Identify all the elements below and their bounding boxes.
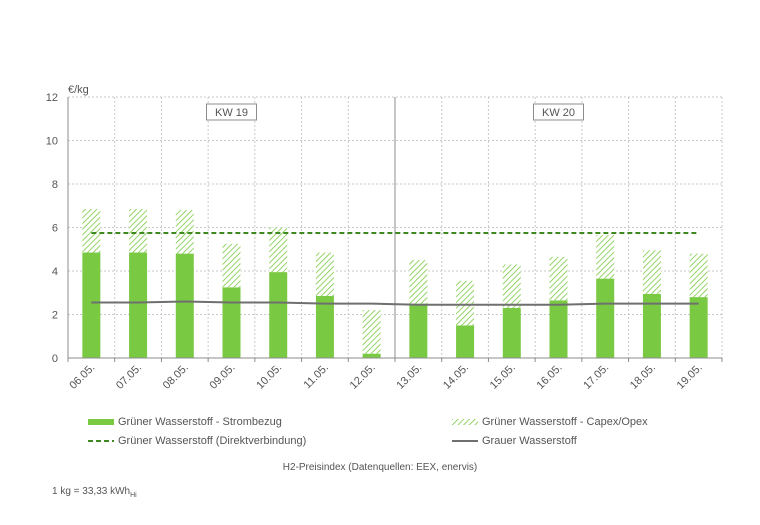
bar-strombezug — [362, 353, 381, 358]
bar-capex-opex — [362, 310, 381, 354]
bar-capex-opex — [502, 264, 521, 308]
week-label: KW 20 — [542, 107, 575, 119]
legend-swatch-direktverbindung — [88, 440, 114, 442]
bar-capex-opex — [689, 253, 708, 298]
bar-capex-opex — [269, 227, 288, 273]
legend-swatch-strombezug — [88, 419, 114, 425]
bar-capex-opex — [549, 256, 568, 301]
chart-caption: H2-Preisindex (Datenquellen: EEX, enervi… — [282, 462, 478, 473]
legend-swatch-grauer-wasserstoff — [452, 440, 478, 442]
bars — [82, 209, 708, 358]
x-tick-label: 07.05. — [114, 362, 144, 392]
bar-capex-opex — [315, 252, 334, 297]
footnote-main: 1 kg = 33,33 kWh — [52, 486, 131, 497]
x-tick-label: 19.05. — [675, 362, 705, 392]
bar-capex-opex — [129, 209, 148, 253]
bar-strombezug — [689, 297, 708, 358]
bar-strombezug — [222, 287, 241, 358]
bar-strombezug — [409, 303, 428, 358]
x-tick-label: 09.05. — [208, 362, 238, 392]
bar-capex-opex — [222, 243, 241, 288]
y-tick-label: 12 — [46, 92, 58, 104]
bar-capex-opex — [409, 260, 428, 304]
y-tick-label: 6 — [52, 223, 58, 235]
bar-strombezug — [502, 307, 521, 358]
bar-strombezug — [456, 325, 475, 358]
x-tick-label: 14.05. — [441, 362, 471, 392]
footnote: 1 kg = 33,33 kWhHi — [52, 486, 137, 499]
legend-swatch-capex-opex — [452, 419, 478, 425]
bar-capex-opex — [456, 280, 475, 326]
y-tick-label: 2 — [52, 310, 58, 322]
bar-strombezug — [596, 278, 615, 358]
x-tick-label: 17.05. — [581, 362, 611, 392]
bar-strombezug — [315, 296, 334, 358]
bar-capex-opex — [596, 235, 615, 279]
x-tick-label: 15.05. — [488, 362, 518, 392]
week-label: KW 19 — [215, 107, 248, 119]
bar-strombezug — [129, 252, 148, 358]
legend-item-direktverbindung: Grüner Wasserstoff (Direktverbindung) — [88, 435, 306, 447]
x-tick-label: 13.05. — [394, 362, 424, 392]
y-tick-label: 10 — [46, 136, 58, 148]
x-tick-label: 10.05. — [254, 362, 284, 392]
bar-strombezug — [549, 300, 568, 358]
bar-strombezug — [82, 252, 101, 358]
bar-strombezug — [269, 272, 288, 358]
line-grauer-wasserstoff — [91, 300, 699, 306]
bar-strombezug — [175, 253, 194, 358]
bar-capex-opex — [642, 250, 661, 294]
grid-lines — [68, 96, 723, 358]
x-tick-label: 08.05. — [161, 362, 191, 392]
legend-label-capex-opex: Grüner Wasserstoff - Capex/Opex — [482, 416, 648, 428]
axes: 0 2 4 6 8 10 12 KW 19 KW 20 06.05. 07.05. 08.05. 09.… — [46, 92, 723, 392]
y-tick-label: 4 — [52, 266, 58, 278]
series-lines — [91, 231, 699, 306]
week-label-box — [533, 103, 584, 121]
legend-item-strombezug: Grüner Wasserstoff - Strombezug — [88, 416, 282, 428]
x-tick-label: 11.05. — [302, 362, 332, 392]
bar-capex-opex — [175, 210, 194, 254]
week-label-box — [206, 103, 257, 121]
chart-svg: 0 2 4 6 8 10 12 KW 19 KW 20 06.05. 07.05. 08.05. 09.… — [46, 84, 723, 392]
x-tick-label: 16.05. — [535, 362, 565, 392]
legend-item-capex-opex: Grüner Wasserstoff - Capex/Opex — [452, 416, 648, 428]
bar-strombezug — [642, 293, 661, 358]
y-tick-label: 0 — [52, 353, 58, 365]
legend-label-strombezug: Grüner Wasserstoff - Strombezug — [118, 416, 282, 428]
legend-item-grauer-wasserstoff: Grauer Wasserstoff — [452, 435, 577, 447]
x-tick-label: 06.05. — [67, 362, 97, 392]
y-tick-label: 8 — [52, 179, 58, 191]
footnote-subscript: Hi — [130, 492, 137, 499]
x-tick-label: 12.05. — [348, 362, 378, 392]
x-tick-label: 18.05. — [628, 362, 658, 392]
legend-label-grauer-wasserstoff: Grauer Wasserstoff — [482, 435, 577, 447]
bar-capex-opex — [82, 209, 101, 253]
legend-label-direktverbindung: Grüner Wasserstoff (Direktverbindung) — [118, 435, 307, 447]
y-axis-unit-label: €/kg — [68, 84, 89, 96]
